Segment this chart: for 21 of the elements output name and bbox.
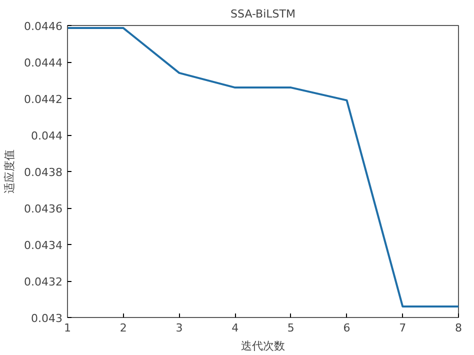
y-tick-label: 0.043: [31, 312, 63, 325]
y-tick-label: 0.0442: [24, 93, 63, 106]
chart-title: SSA-BiLSTM: [230, 8, 296, 20]
line-series: [68, 27, 458, 308]
y-tick-label: 0.0432: [24, 276, 63, 288]
y-axis-title: 适应度值: [3, 150, 16, 194]
x-tick-label: 4: [232, 322, 239, 334]
x-tick-label: 3: [176, 322, 183, 334]
x-tick-label: 7: [399, 322, 406, 334]
y-tick-label: 0.0434: [24, 239, 63, 252]
x-tick-label: 1: [64, 322, 71, 334]
x-tick-label: 2: [120, 322, 127, 334]
x-tick-label: 6: [343, 322, 350, 334]
y-tick-label: 0.0438: [24, 166, 63, 179]
y-tick-label: 0.0436: [24, 202, 63, 216]
y-tick-label: 0.044: [31, 130, 63, 142]
x-tick-label: 8: [455, 322, 462, 334]
y-tick-label: 0.0446: [24, 20, 63, 33]
x-tick-label: 5: [287, 322, 294, 334]
y-tick-label: 0.0444: [24, 56, 63, 70]
x-axis-title: 迭代次数: [241, 340, 285, 352]
